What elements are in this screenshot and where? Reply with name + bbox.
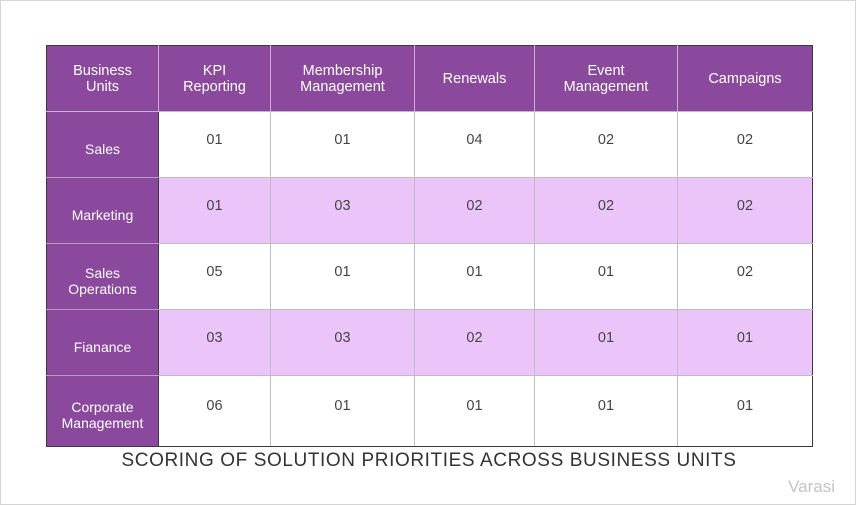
table-row: Sales Operations 05 01 01 01 02 <box>46 243 813 310</box>
table-cell: 01 <box>534 375 678 447</box>
table-cell: 03 <box>270 177 415 244</box>
table-cell: 02 <box>677 177 813 244</box>
header-business-units: Business Units <box>46 45 159 112</box>
table-row: Corporate Management 06 01 01 01 01 <box>46 375 813 447</box>
table-cell: 02 <box>677 111 813 178</box>
table-cell: 02 <box>677 243 813 310</box>
table-cell: 01 <box>534 309 678 376</box>
header-line: Membership <box>302 62 383 79</box>
table-cell: 01 <box>414 375 535 447</box>
row-label-sales-operations: Sales Operations <box>46 243 159 310</box>
table-cell: 03 <box>158 309 271 376</box>
table-cell: 01 <box>158 111 271 178</box>
table-cell: 01 <box>270 375 415 447</box>
table-row: Marketing 01 03 02 02 02 <box>46 177 813 244</box>
header-line: Business <box>73 62 132 79</box>
header-line: Campaigns <box>708 70 782 87</box>
header-line: Renewals <box>442 70 507 87</box>
header-line: Management <box>563 78 649 95</box>
table-cell: 05 <box>158 243 271 310</box>
table-row: Fianance 03 03 02 01 01 <box>46 309 813 376</box>
table-cell: 01 <box>270 243 415 310</box>
header-renewals: Renewals <box>414 45 535 112</box>
header-row: Business Units KPI Reporting Membership … <box>46 45 813 112</box>
table-row: Sales 01 01 04 02 02 <box>46 111 813 178</box>
row-label-marketing: Marketing <box>46 177 159 244</box>
row-label-line: Management <box>61 415 144 431</box>
row-label-fianance: Fianance <box>46 309 159 376</box>
table-cell: 02 <box>534 111 678 178</box>
priority-table: Business Units KPI Reporting Membership … <box>46 45 813 447</box>
table-cell: 01 <box>534 243 678 310</box>
table-cell: 01 <box>158 177 271 244</box>
row-label-line: Sales <box>84 140 121 157</box>
chart-title: SCORING OF SOLUTION PRIORITIES ACROSS BU… <box>121 450 737 471</box>
header-event-management: Event Management <box>534 45 678 112</box>
table-cell: 04 <box>414 111 535 178</box>
header-line: Management <box>300 78 385 95</box>
row-label-line: Corporate <box>71 399 134 415</box>
header-line: Reporting <box>183 78 246 95</box>
table-cell: 02 <box>534 177 678 244</box>
table-cell: 06 <box>158 375 271 447</box>
table-cell: 01 <box>270 111 415 178</box>
header-membership-management: Membership Management <box>270 45 415 112</box>
row-label-line: Fianance <box>73 338 132 355</box>
header-kpi-reporting: KPI Reporting <box>158 45 271 112</box>
table-cell: 02 <box>414 177 535 244</box>
row-label-line: Marketing <box>71 206 134 223</box>
table-cell: 01 <box>677 375 813 447</box>
brand-watermark: Varasi <box>788 477 835 496</box>
row-label-line: Sales <box>84 264 121 281</box>
header-line: KPI <box>202 62 227 79</box>
row-label-corporate-management: Corporate Management <box>46 375 159 447</box>
header-line: Event <box>587 62 625 79</box>
table-cell: 03 <box>270 309 415 376</box>
header-line: Units <box>85 78 120 95</box>
table-cell: 02 <box>414 309 535 376</box>
table-cell: 01 <box>414 243 535 310</box>
row-label-line: Operations <box>68 280 137 297</box>
row-label-sales: Sales <box>46 111 159 178</box>
table-cell: 01 <box>677 309 813 376</box>
header-campaigns: Campaigns <box>677 45 813 112</box>
